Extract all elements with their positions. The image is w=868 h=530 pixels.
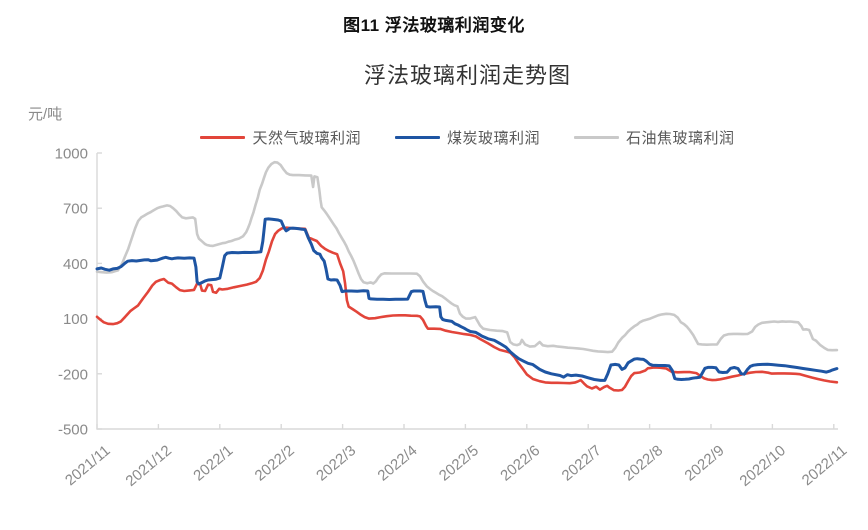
series-line-天然气玻璃利润 [95,226,839,392]
y-axis-unit-label: 元/吨 [28,106,63,123]
legend-label: 天然气玻璃利润 [252,129,361,147]
legend-label: 煤炭玻璃利润 [446,129,540,147]
x-tick-label: 2022/3 [313,442,359,485]
chart-title: 浮法玻璃利润走势图 [363,63,571,88]
x-tick-label: 2022/5 [436,442,482,485]
x-tick-label: 2021/11 [62,442,114,489]
legend-line-swatch-red [200,135,246,139]
y-tick-label: 700 [63,201,88,218]
axis-lines [96,153,838,430]
x-tick-label: 2022/8 [620,442,666,485]
y-tick-label: -200 [58,366,88,383]
x-tick-label: 2022/2 [252,442,298,485]
x-tick-label: 2022/7 [559,442,605,485]
x-tick-label: 2022/9 [681,442,727,485]
x-tick-label: 2022/11 [799,442,851,489]
legend-item-natural-gas: 天然气玻璃利润 [200,127,361,148]
legend-line-swatch-gray [574,135,619,139]
legend-line-swatch-blue [394,135,440,139]
x-tick-label: 2022/10 [736,442,788,490]
y-tick-label: 100 [63,311,88,328]
x-tick-label: 2021/12 [122,442,174,490]
legend-item-petcoke: 石油焦玻璃利润 [574,127,735,148]
chart-legend: 天然气玻璃利润 煤炭玻璃利润 石油焦玻璃利润 [97,127,838,147]
series-line-煤炭玻璃利润 [95,217,839,382]
y-tick-label: 1000 [55,146,88,163]
x-tick-label: 2022/6 [497,442,543,485]
figure-title: 图11 浮法玻璃利润变化 [343,16,525,35]
x-tick-label: 2022/1 [190,442,236,485]
legend-item-coal: 煤炭玻璃利润 [394,127,540,148]
legend-label: 石油焦玻璃利润 [626,129,735,147]
series-line-石油焦玻璃利润 [95,160,839,354]
x-tick-label: 2022/4 [374,442,420,485]
y-tick-label: -500 [58,422,88,439]
y-tick-label: 400 [63,256,88,273]
